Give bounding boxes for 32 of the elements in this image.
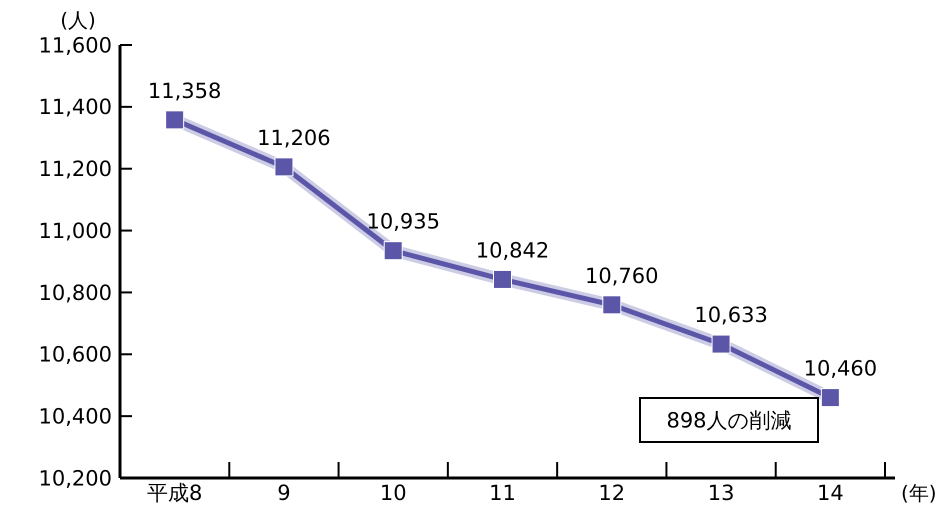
x-tick-label: 平成8: [146, 481, 202, 505]
data-label: 10,935: [366, 210, 440, 234]
data-label: 10,760: [585, 264, 659, 288]
point: [712, 334, 731, 354]
x-tick-label: 14: [816, 481, 844, 505]
y-tick-label: 10,800: [38, 280, 112, 305]
point: [820, 388, 840, 408]
y-tick-label: 11,400: [38, 95, 112, 120]
x-tick-label: 11: [489, 481, 516, 505]
x-tick-label: 10: [380, 481, 407, 505]
point: [602, 295, 622, 314]
y-tick-label: 11,000: [38, 218, 112, 243]
data-label: 11,206: [257, 126, 331, 150]
point: [493, 270, 512, 289]
point: [384, 241, 403, 260]
data-label: 11,358: [148, 78, 222, 103]
y-tick-label: 10,200: [38, 466, 112, 490]
x-tick-label: 9: [277, 481, 291, 505]
y-tick-label: 11,600: [38, 33, 112, 58]
y-tick-label: 10,600: [38, 342, 112, 367]
x-tick-label: 12: [598, 481, 626, 505]
point: [274, 157, 294, 176]
x-tick-label: 13: [708, 481, 734, 505]
point: [165, 110, 184, 130]
data-label: 10,460: [804, 356, 878, 381]
data-label: 10,842: [476, 238, 550, 262]
y-tick-label: 11,200: [38, 157, 112, 182]
data-label: 10,633: [694, 303, 768, 328]
annotation: 898人の削減: [666, 408, 792, 432]
x-axis-title: (年): [901, 481, 937, 505]
y-axis-title: (人): [60, 8, 96, 32]
y-tick-label: 10,400: [38, 404, 112, 428]
